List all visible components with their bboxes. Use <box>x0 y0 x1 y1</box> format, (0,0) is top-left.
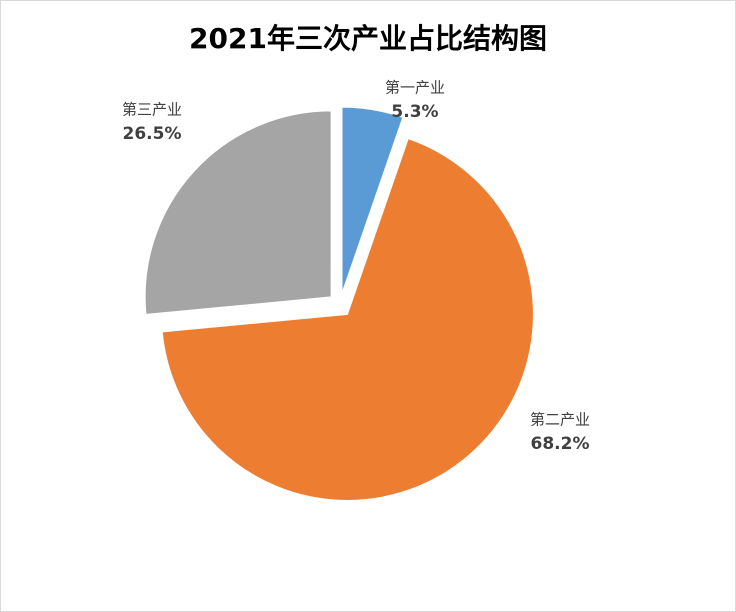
pie-slice <box>144 110 332 315</box>
slice-value-label: 5.3% <box>391 102 438 122</box>
pie-slice <box>161 138 534 501</box>
slice-value-label: 26.5% <box>123 124 182 144</box>
pie-slice <box>341 106 404 294</box>
slice-category-label: 第二产业 <box>530 411 590 429</box>
slice-category-label: 第三产业 <box>122 101 182 119</box>
slice-value-label: 68.2% <box>531 434 590 454</box>
chart-title: 2021年三次产业占比结构图 <box>189 22 547 55</box>
slice-category-label: 第一产业 <box>385 79 445 97</box>
